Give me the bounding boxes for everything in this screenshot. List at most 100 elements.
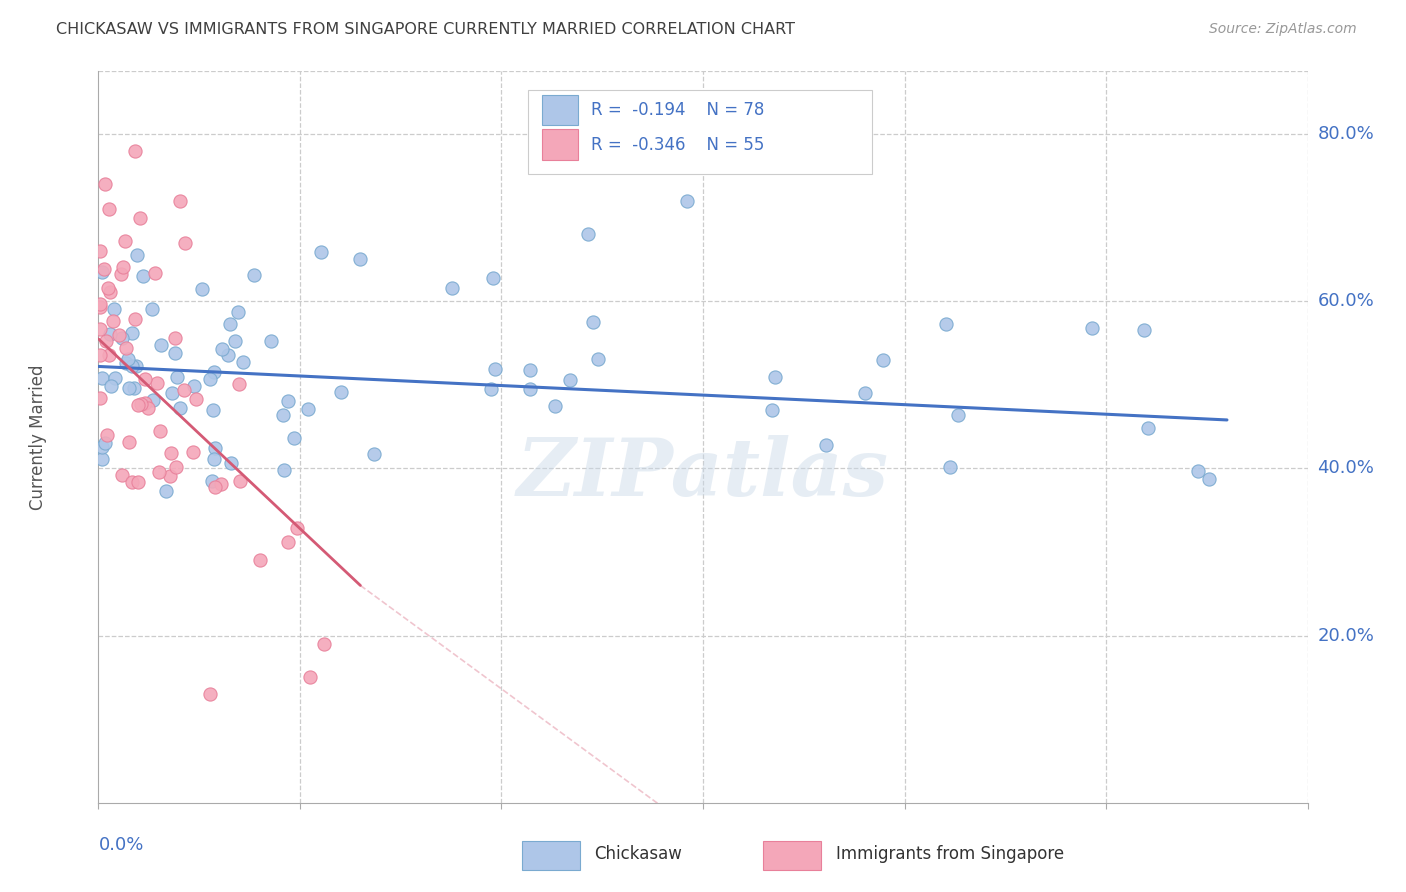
Point bbox=[89, 322, 111, 336]
Text: ZIPatlas: ZIPatlas bbox=[517, 435, 889, 512]
Point bbox=[166, 369, 188, 384]
Text: 80.0%: 80.0% bbox=[1317, 125, 1374, 143]
Point bbox=[125, 359, 148, 373]
Point bbox=[219, 456, 242, 470]
Point bbox=[122, 381, 145, 395]
Point bbox=[121, 326, 143, 340]
Point bbox=[91, 452, 114, 467]
Point bbox=[115, 341, 138, 355]
Point bbox=[89, 391, 111, 405]
Text: Chickasaw: Chickasaw bbox=[595, 845, 682, 863]
Point bbox=[124, 312, 146, 326]
Text: R =  -0.194    N = 78: R = -0.194 N = 78 bbox=[591, 101, 763, 120]
Point bbox=[94, 436, 117, 450]
Point bbox=[115, 356, 138, 370]
Point bbox=[118, 381, 141, 395]
Point bbox=[939, 459, 962, 474]
FancyBboxPatch shape bbox=[763, 841, 821, 870]
Point bbox=[191, 282, 214, 296]
Point bbox=[544, 399, 567, 413]
Text: Currently Married: Currently Married bbox=[30, 364, 46, 510]
Point bbox=[149, 424, 172, 438]
Point bbox=[1080, 320, 1102, 334]
Point bbox=[232, 355, 254, 369]
Point bbox=[127, 475, 149, 489]
Point bbox=[169, 401, 191, 415]
Point bbox=[110, 330, 132, 344]
Point bbox=[169, 194, 191, 208]
Point bbox=[329, 384, 352, 399]
Point bbox=[184, 392, 207, 407]
FancyBboxPatch shape bbox=[543, 95, 578, 126]
Point bbox=[89, 348, 111, 362]
Point bbox=[165, 346, 187, 360]
Point bbox=[201, 475, 224, 489]
Point bbox=[226, 305, 249, 319]
Point bbox=[98, 348, 121, 362]
Point bbox=[283, 431, 305, 445]
Point bbox=[1136, 421, 1159, 435]
Point bbox=[174, 235, 197, 250]
Point bbox=[349, 252, 371, 267]
Text: 60.0%: 60.0% bbox=[1317, 293, 1374, 310]
Point bbox=[111, 468, 134, 483]
Point bbox=[89, 300, 111, 314]
Point bbox=[249, 552, 271, 566]
Point bbox=[118, 434, 141, 449]
Text: Immigrants from Singapore: Immigrants from Singapore bbox=[837, 845, 1064, 863]
Point bbox=[277, 394, 299, 409]
Point bbox=[482, 271, 505, 285]
Text: R =  -0.346    N = 55: R = -0.346 N = 55 bbox=[591, 136, 763, 153]
Point bbox=[872, 352, 894, 367]
Point bbox=[204, 365, 226, 379]
Point bbox=[155, 484, 177, 499]
Point bbox=[145, 266, 167, 280]
Point bbox=[103, 302, 125, 317]
Point bbox=[935, 318, 957, 332]
Point bbox=[149, 337, 172, 351]
Point bbox=[763, 369, 786, 384]
Point bbox=[127, 398, 149, 412]
Point bbox=[107, 328, 129, 343]
Point bbox=[285, 521, 308, 535]
Point bbox=[89, 297, 111, 311]
Point bbox=[129, 211, 152, 225]
Point bbox=[91, 440, 114, 454]
Point bbox=[160, 385, 183, 400]
Point bbox=[160, 446, 183, 460]
Text: 20.0%: 20.0% bbox=[1317, 626, 1374, 645]
Point bbox=[94, 334, 117, 349]
Point bbox=[815, 438, 838, 452]
Point bbox=[204, 480, 226, 494]
Text: Source: ZipAtlas.com: Source: ZipAtlas.com bbox=[1209, 22, 1357, 37]
Point bbox=[125, 248, 148, 262]
Point bbox=[148, 465, 170, 479]
Point bbox=[114, 234, 136, 248]
Point bbox=[173, 383, 195, 397]
Point bbox=[121, 359, 143, 373]
Text: 40.0%: 40.0% bbox=[1317, 459, 1374, 477]
Point bbox=[271, 408, 294, 422]
Point bbox=[298, 670, 321, 684]
Point bbox=[946, 408, 969, 422]
Point bbox=[97, 281, 120, 295]
Point bbox=[273, 463, 295, 477]
Point bbox=[586, 352, 609, 367]
Point bbox=[198, 687, 221, 701]
Point bbox=[96, 428, 118, 442]
Point bbox=[1133, 323, 1156, 337]
Point bbox=[211, 342, 233, 356]
Point bbox=[1187, 464, 1209, 478]
Point bbox=[243, 268, 266, 282]
Point bbox=[202, 403, 225, 417]
Point bbox=[100, 378, 122, 392]
Point bbox=[132, 269, 155, 284]
Point bbox=[138, 401, 160, 416]
Point bbox=[198, 372, 221, 386]
Point bbox=[93, 262, 115, 277]
Point bbox=[165, 459, 187, 474]
Point bbox=[441, 281, 464, 295]
Point bbox=[97, 202, 120, 216]
Point bbox=[277, 534, 299, 549]
Point bbox=[311, 244, 333, 259]
